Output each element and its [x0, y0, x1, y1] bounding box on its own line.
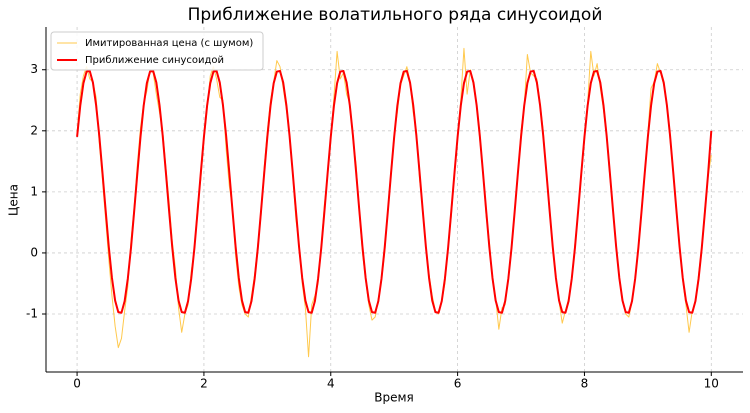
x-tick-label: 0	[73, 377, 81, 391]
y-tick-label: 0	[30, 245, 38, 259]
series-line	[76, 69, 713, 314]
x-tick-label: 4	[327, 377, 335, 391]
x-tick-label: 6	[454, 377, 462, 391]
y-tick-label: 2	[30, 123, 38, 137]
x-axis-label: Время	[374, 391, 414, 405]
legend-label: Приближение синусоидой	[85, 55, 224, 66]
legend-box	[50, 31, 264, 71]
x-tick-label: 2	[200, 377, 208, 391]
y-tick-label: -1	[26, 306, 38, 320]
y-tick-label: 1	[30, 184, 38, 198]
legend-label: Имитированная цена (с шумом)	[85, 38, 253, 49]
series-line	[76, 47, 712, 358]
chart-title: Приближение волатильного ряда синусоидой	[188, 5, 603, 25]
x-tick-label: 10	[704, 377, 719, 391]
x-tick-label: 8	[581, 377, 589, 391]
y-axis-label: Цена	[7, 184, 21, 216]
y-tick-label: 3	[30, 62, 38, 76]
